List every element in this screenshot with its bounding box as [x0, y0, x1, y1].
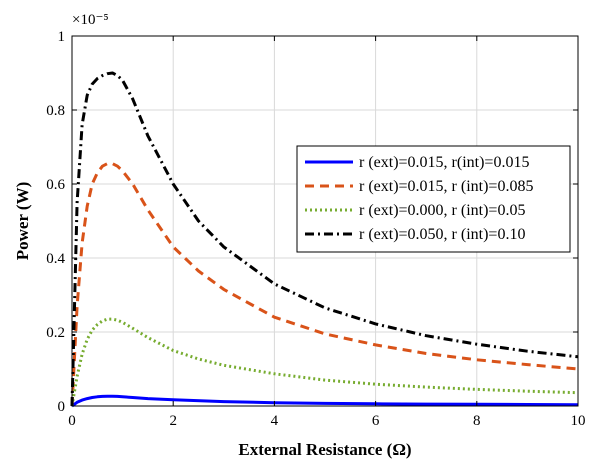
y-tick-label: 0	[58, 399, 66, 415]
y-tick-label: 0.2	[46, 325, 65, 341]
x-axis-label: External Resistance (Ω)	[238, 440, 411, 459]
x-tick-label: 4	[271, 413, 279, 429]
series-line-2	[70, 162, 579, 407]
x-tick-label: 8	[473, 413, 481, 429]
series-line-4	[70, 71, 579, 407]
y-axis-label: Power (W)	[13, 182, 32, 261]
plot-frame	[71, 35, 579, 407]
legend: r (ext)=0.015, r(int)=0.015 r (ext)=0.015…	[296, 145, 571, 253]
y-scale-label: ×10⁻⁵	[72, 12, 109, 28]
tick-labels: 0 2 4 6 8 10 0 0.2 0.4 0.6 0.8 1	[46, 29, 585, 429]
x-tick-label: 6	[372, 413, 380, 429]
legend-label-2: r (ext)=0.015, r (int)=0.085	[359, 178, 533, 195]
x-tick-label: 0	[68, 413, 76, 429]
series-line-3	[70, 317, 579, 407]
legend-box	[296, 145, 571, 253]
x-tick-label: 2	[169, 413, 177, 429]
legend-label-3: r (ext)=0.000, r (int)=0.05	[359, 202, 525, 219]
y-tick-label: 1	[58, 29, 66, 45]
ticks	[71, 35, 579, 407]
y-tick-label: 0.8	[46, 103, 65, 119]
y-tick-label: 0.6	[46, 177, 65, 193]
legend-label-4: r (ext)=0.050, r (int)=0.10	[359, 226, 525, 243]
series-line-1	[71, 394, 579, 408]
series-layer	[70, 71, 579, 408]
x-tick-label: 10	[571, 413, 586, 429]
y-tick-label: 0.4	[46, 251, 65, 267]
legend-label-1: r (ext)=0.015, r(int)=0.015	[359, 154, 529, 171]
